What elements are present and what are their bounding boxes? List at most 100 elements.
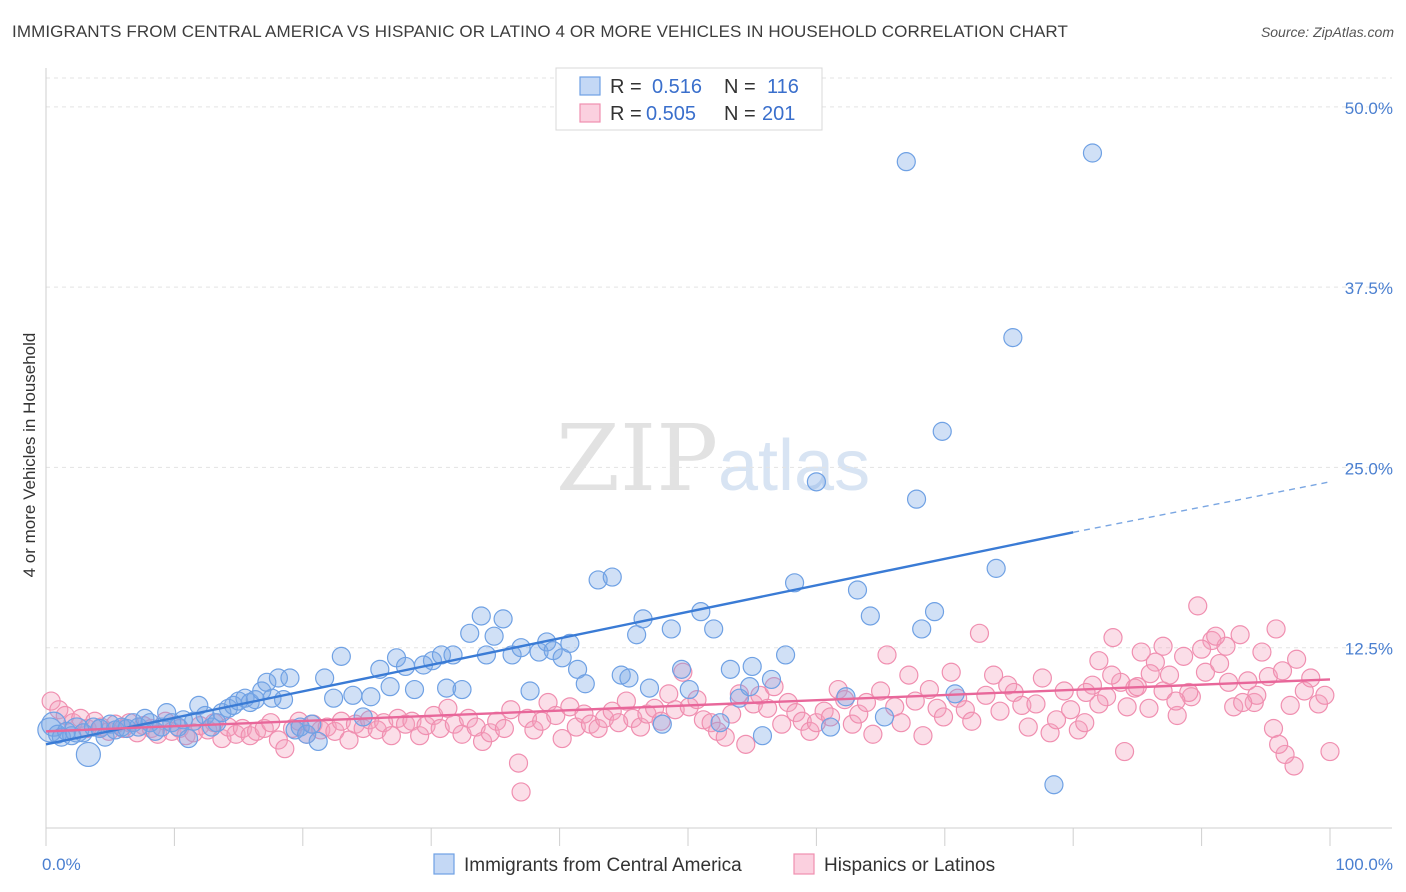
point-hispanics-93 — [693, 710, 714, 730]
point-hispanics-99 — [736, 734, 756, 754]
point-central-america-102 — [784, 573, 805, 593]
series-immigrants-from-central-america — [37, 143, 1103, 795]
point-central-america-68 — [471, 606, 491, 626]
point-hispanics-160 — [1167, 705, 1187, 726]
point-central-america-26 — [178, 728, 199, 749]
point-hispanics-68 — [517, 708, 538, 728]
point-central-america-49 — [308, 731, 328, 752]
point-hispanics-78 — [588, 718, 608, 739]
point-central-america-66 — [452, 679, 472, 700]
point-central-america-82 — [588, 570, 608, 590]
point-hispanics-131 — [962, 711, 982, 731]
point-central-america-22 — [157, 703, 177, 723]
point-hispanics-132 — [969, 623, 990, 643]
point-central-america-46 — [290, 717, 310, 737]
point-hispanics-153 — [1117, 697, 1137, 717]
point-central-america-109 — [896, 152, 916, 172]
point-central-america-79 — [560, 633, 580, 653]
point-central-america-47 — [297, 724, 317, 744]
point-hispanics-141 — [1032, 668, 1052, 688]
point-central-america-74 — [520, 681, 540, 701]
point-hispanics-33 — [275, 739, 295, 759]
point-hispanics-103 — [764, 677, 784, 697]
legend-r-label-1: R = — [610, 76, 642, 98]
point-central-america-53 — [343, 685, 363, 705]
chart-title: IMMIGRANTS FROM CENTRAL AMERICA VS HISPA… — [12, 22, 1068, 41]
point-central-america-52 — [331, 646, 351, 666]
correlation-legend: R = 0.516 N = 116 R = 0.505 N = 201 — [555, 67, 823, 131]
point-hispanics-62 — [480, 723, 500, 743]
point-hispanics-73 — [552, 728, 572, 749]
point-hispanics-138 — [1012, 695, 1032, 716]
x-tick-label-1: 100.0% — [1335, 855, 1393, 874]
x-tick-label-0: 0.0% — [42, 855, 81, 874]
point-hispanics-174 — [1266, 619, 1286, 639]
point-hispanics-169 — [1230, 625, 1250, 645]
point-hispanics-151 — [1103, 628, 1123, 648]
point-hispanics-122 — [899, 665, 919, 685]
point-central-america-110 — [906, 489, 927, 509]
point-central-america-64 — [437, 678, 457, 698]
bottom-legend-label-pink: Hispanics or Latinos — [824, 855, 995, 876]
point-central-america-88 — [639, 678, 660, 698]
point-hispanics-104 — [772, 714, 792, 734]
y-tick-labels: 12.5% 25.0% 37.5% 50.0% — [1345, 99, 1393, 659]
point-central-america-107 — [860, 606, 880, 626]
point-central-america-31 — [207, 713, 227, 733]
point-hispanics-65 — [501, 700, 521, 720]
point-hispanics-114 — [842, 714, 862, 734]
axes — [45, 68, 1392, 846]
point-hispanics-145 — [1061, 700, 1081, 720]
point-central-america-112 — [924, 602, 945, 622]
legend-n-value-1: 116 — [767, 76, 799, 98]
point-central-america-85 — [619, 668, 639, 688]
point-hispanics-181 — [1315, 685, 1335, 705]
point-central-america-42 — [268, 668, 289, 688]
point-hispanics-96 — [715, 727, 735, 747]
point-central-america-44 — [280, 668, 300, 688]
point-hispanics-175 — [1272, 661, 1293, 681]
point-hispanics-127 — [933, 707, 954, 727]
point-central-america-55 — [361, 687, 381, 707]
point-hispanics-196 — [1114, 741, 1135, 762]
point-central-america-28 — [189, 695, 209, 716]
point-hispanics-118 — [870, 681, 891, 701]
watermark-zip: ZIP — [556, 405, 718, 512]
point-hispanics-187 — [1233, 692, 1253, 713]
point-hispanics-176 — [1280, 695, 1300, 716]
point-central-america-100 — [761, 669, 782, 690]
bottom-legend-swatch-blue — [433, 853, 455, 875]
point-hispanics-166 — [1209, 653, 1230, 674]
point-hispanics-52 — [410, 726, 430, 746]
point-hispanics-179 — [1301, 668, 1321, 688]
point-central-america-111 — [912, 619, 932, 639]
point-hispanics-177 — [1287, 649, 1307, 669]
point-hispanics-40 — [325, 721, 345, 741]
point-hispanics-135 — [990, 701, 1010, 721]
point-hispanics-159 — [1159, 665, 1180, 685]
point-central-america-118 — [740, 677, 760, 697]
point-hispanics-64 — [494, 718, 514, 739]
point-central-america-48 — [302, 714, 322, 734]
point-hispanics-146 — [1068, 720, 1088, 740]
bottom-legend-swatch-pink — [793, 853, 815, 875]
point-central-america-99 — [752, 726, 773, 746]
point-hispanics-192 — [1166, 691, 1186, 711]
point-hispanics-182 — [1320, 741, 1340, 762]
point-hispanics-198 — [1089, 694, 1109, 714]
point-central-america-98 — [742, 656, 762, 677]
legend-n-label-1: N = — [724, 76, 756, 98]
point-hispanics-128 — [941, 662, 961, 682]
point-hispanics-119 — [877, 645, 897, 665]
watermark-atlas: atlas — [718, 426, 870, 506]
point-hispanics-157 — [1145, 652, 1165, 672]
gridlines — [46, 77, 1392, 649]
point-hispanics-189 — [1206, 626, 1226, 646]
point-hispanics-117 — [863, 724, 883, 744]
point-central-america-101 — [775, 645, 796, 665]
point-hispanics-193 — [1153, 636, 1173, 656]
point-central-america-51 — [324, 688, 344, 708]
point-hispanics-143 — [1046, 710, 1067, 730]
point-hispanics-149 — [1089, 651, 1109, 671]
